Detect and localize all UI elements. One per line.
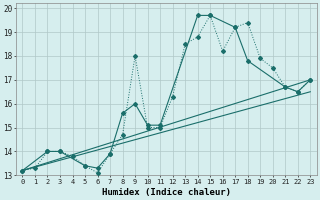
X-axis label: Humidex (Indice chaleur): Humidex (Indice chaleur) [102,188,231,197]
